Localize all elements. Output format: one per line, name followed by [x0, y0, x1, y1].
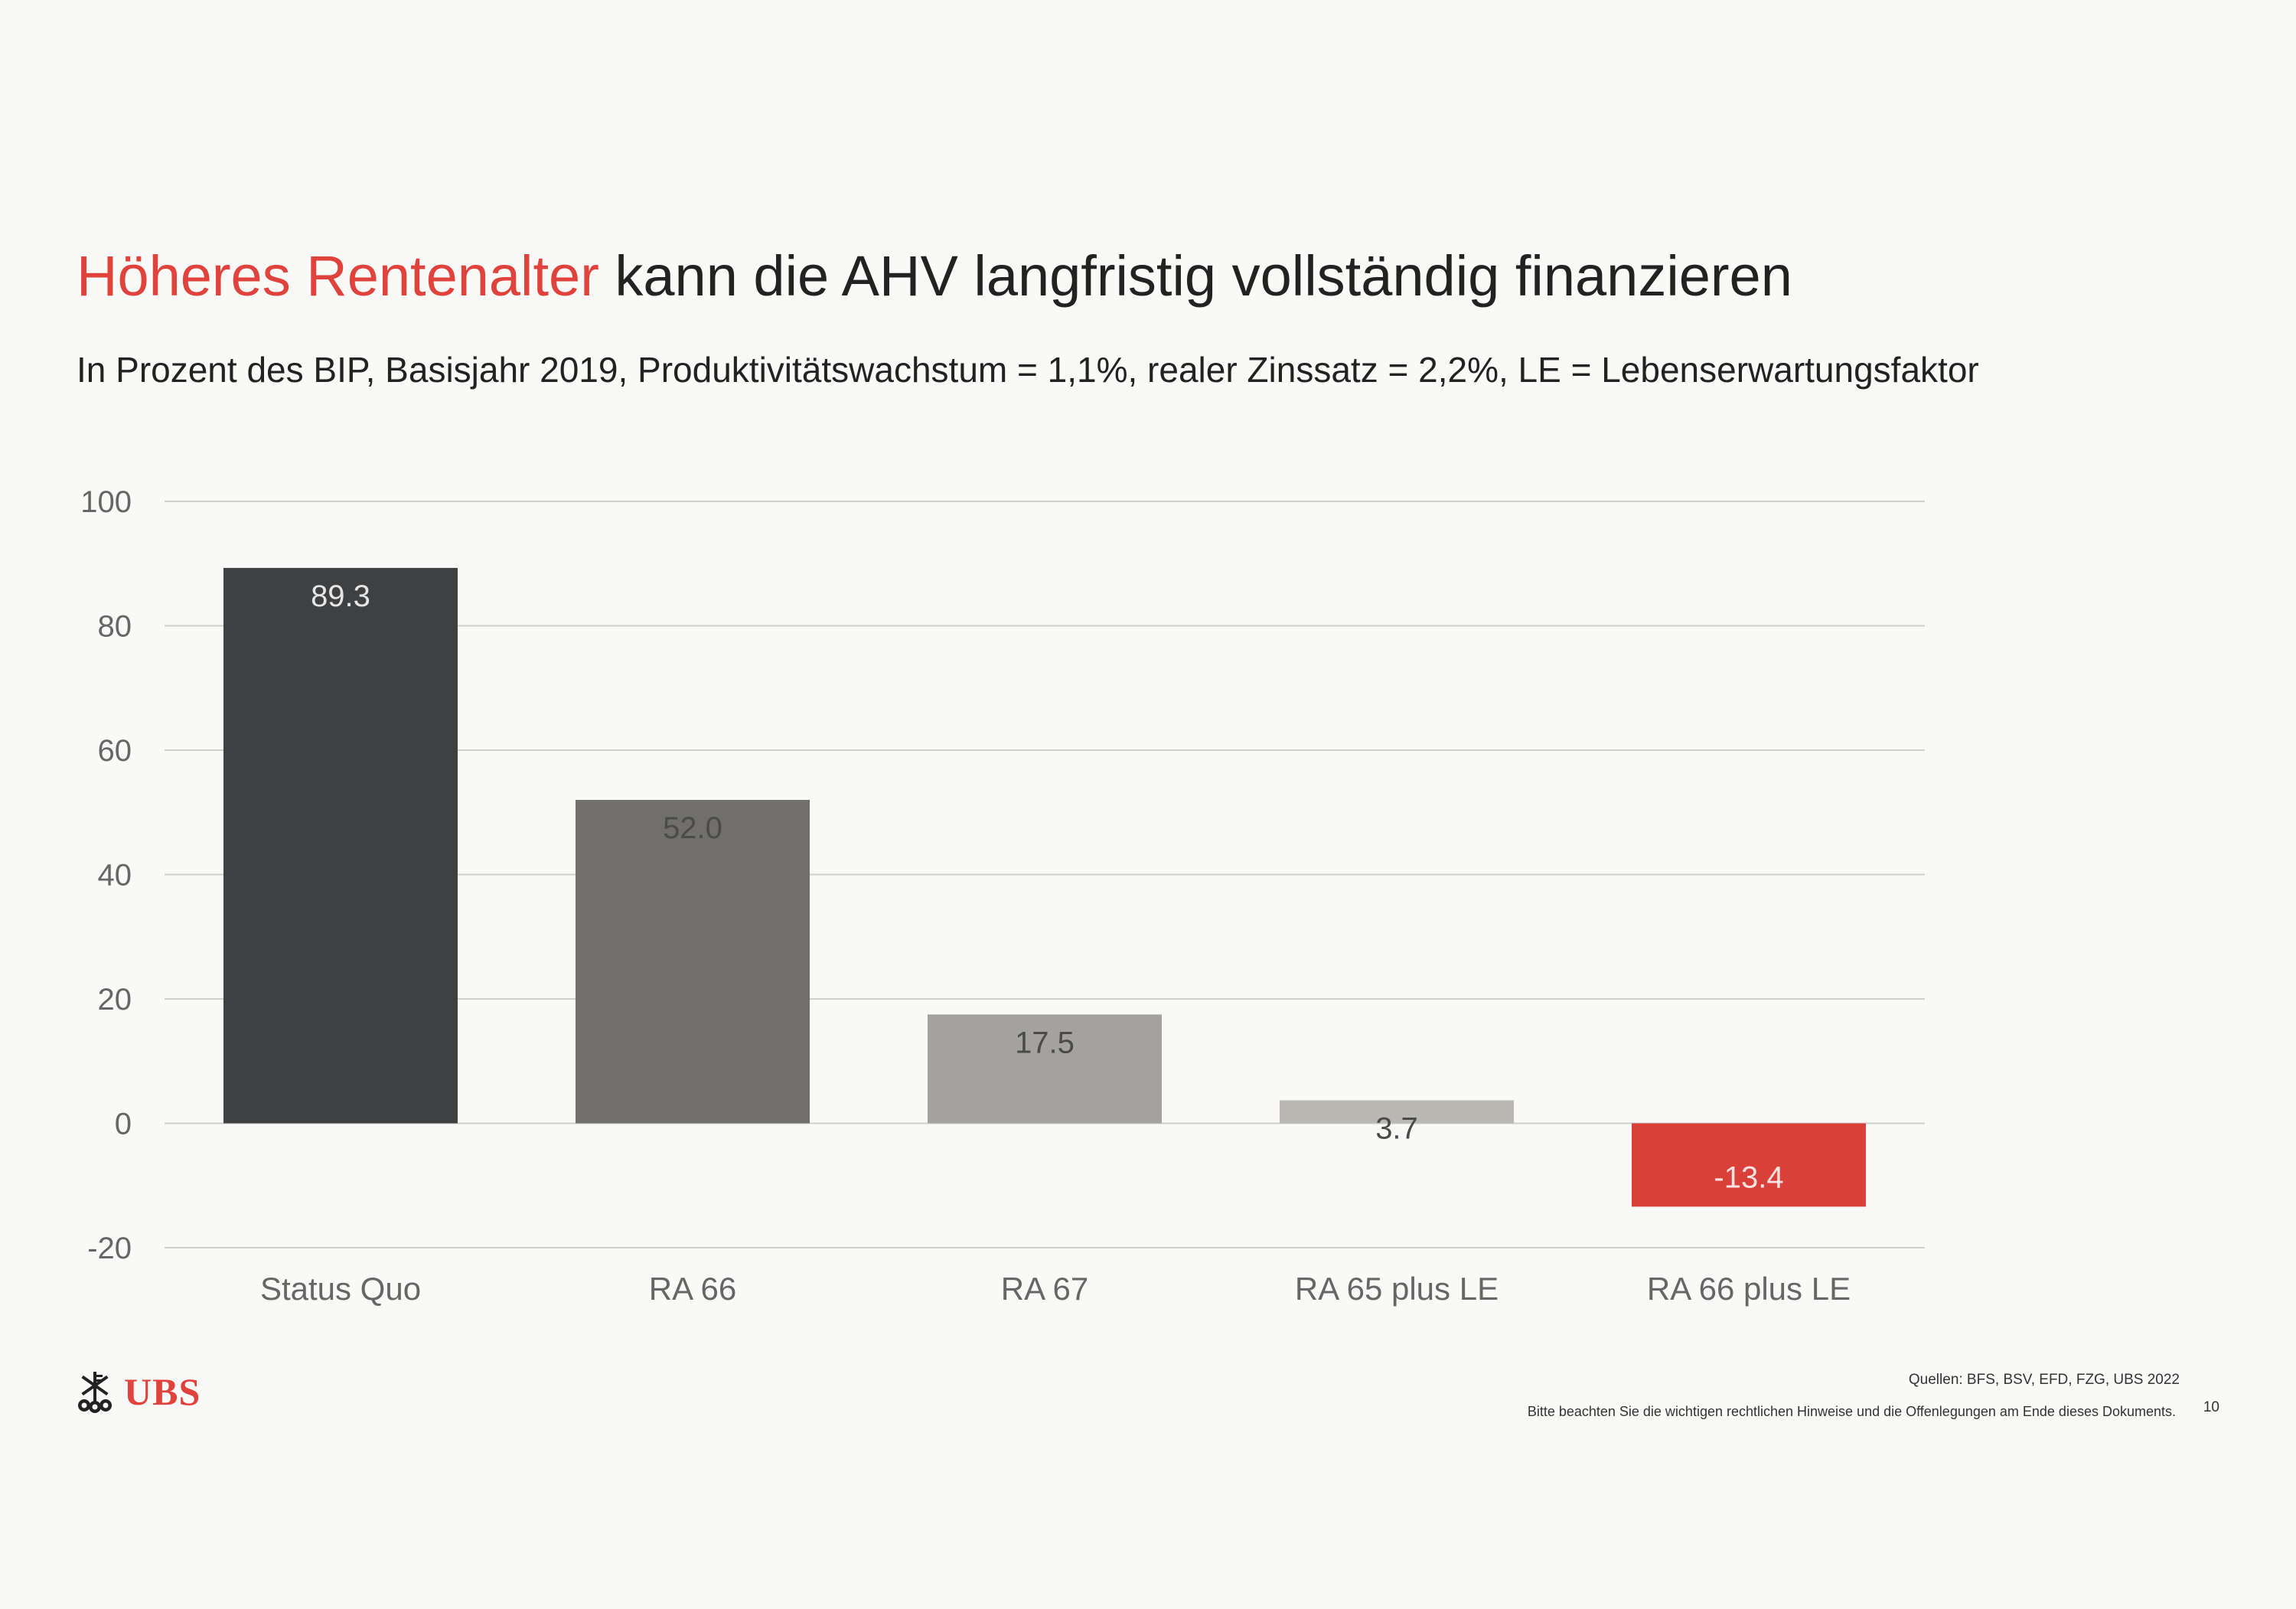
y-tick-label: 60 — [98, 734, 132, 768]
y-tick-label: 20 — [98, 983, 132, 1017]
title-rest: kann die AHV langfristig vollständig fin… — [615, 244, 1792, 308]
disclaimer-note: Bitte beachten Sie die wichtigen rechtli… — [1527, 1404, 2176, 1419]
value-label: 52.0 — [663, 811, 722, 845]
value-label: 89.3 — [311, 579, 370, 613]
sources-note: Quellen: BFS, BSV, EFD, FZG, UBS 2022 — [1908, 1372, 2180, 1388]
bar-status-quo — [223, 567, 458, 1124]
value-label: 3.7 — [1375, 1111, 1418, 1145]
ubs-logo: UBS — [73, 1369, 201, 1415]
keys-logo-icon — [78, 1372, 112, 1413]
category-label: RA 66 plus LE — [1647, 1271, 1851, 1307]
bar-ra-66-plus-le — [1632, 1123, 1866, 1207]
bar-ra-65-plus-le — [1280, 1100, 1514, 1124]
y-tick-label: 80 — [98, 610, 132, 644]
y-tick-label: -20 — [87, 1232, 132, 1265]
page-number: 10 — [2203, 1399, 2219, 1415]
category-label: RA 67 — [1001, 1271, 1088, 1307]
bar-ra-67 — [928, 1014, 1162, 1124]
y-tick-label: 0 — [115, 1108, 132, 1141]
value-label: -13.4 — [1714, 1161, 1783, 1195]
value-label: 17.5 — [1015, 1026, 1075, 1059]
category-label: RA 65 plus LE — [1295, 1271, 1499, 1307]
title-accent: Höheres Rentenalter — [77, 244, 599, 308]
grid-lines — [165, 501, 1925, 1248]
y-tick-label: 100 — [80, 485, 132, 519]
category-label: Status Quo — [260, 1271, 421, 1307]
chart-subtitle: In Prozent des BIP, Basisjahr 2019, Prod… — [77, 350, 1979, 390]
bar-ra-66 — [576, 800, 810, 1124]
y-tick-label: 40 — [98, 859, 132, 893]
labels: 100 80 60 40 20 0 -20 89.3 Status Quo 52.0 RA 66 17… — [80, 485, 1851, 1307]
bars — [223, 567, 1866, 1207]
category-label: RA 66 — [649, 1271, 736, 1307]
logo-text: UBS — [124, 1370, 201, 1413]
page-title: Höheres Rentenalter kann die AHV langfri… — [77, 243, 1792, 308]
